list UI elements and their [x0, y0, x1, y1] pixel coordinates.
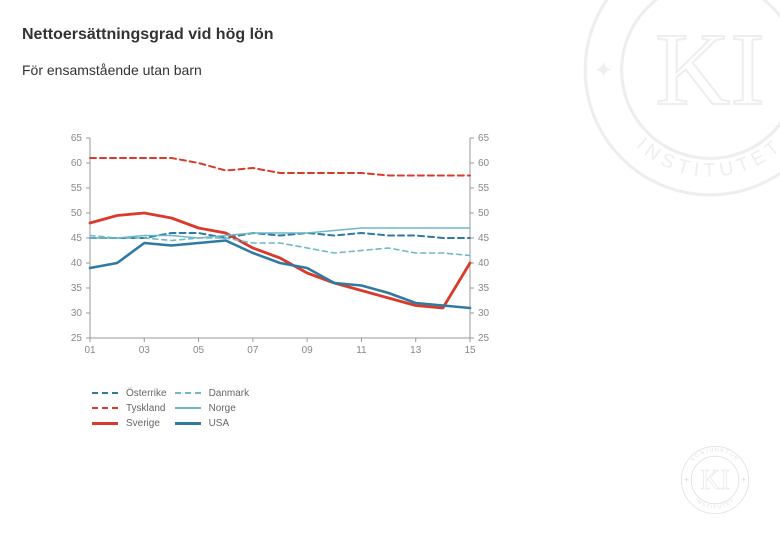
legend-label: Sverige [126, 417, 173, 430]
svg-text:15: 15 [464, 345, 476, 356]
svg-text:40: 40 [478, 258, 490, 269]
svg-text:50: 50 [478, 208, 490, 219]
legend-label: Danmark [209, 387, 256, 400]
svg-text:30: 30 [71, 308, 83, 319]
svg-text:25: 25 [478, 333, 490, 344]
legend-label: USA [209, 417, 256, 430]
legend-swatch [92, 407, 118, 409]
svg-text:01: 01 [84, 345, 96, 356]
chart-legend: Österrike Danmark Tyskland Norge Sverige USA [90, 385, 257, 432]
ki-seal-logo: KIKONJUNKTURINSTITUTET✦✦ [680, 445, 750, 520]
svg-text:KONJUNKTUR: KONJUNKTUR [690, 447, 740, 463]
svg-text:KI: KI [700, 465, 730, 496]
legend-label: Österrike [126, 387, 173, 400]
legend-label: Tyskland [126, 402, 173, 415]
svg-text:50: 50 [71, 208, 83, 219]
svg-text:55: 55 [478, 183, 490, 194]
legend-swatch [175, 407, 201, 409]
svg-text:65: 65 [478, 133, 490, 144]
chart-svg: 25 25 30 30 35 35 40 40 45 45 50 50 55 55 60 60 65 65 01 03… [60, 130, 500, 360]
svg-text:✦: ✦ [741, 477, 746, 484]
svg-text:40: 40 [71, 258, 83, 269]
legend-swatch [175, 392, 201, 394]
svg-text:KONJUNKTUR: KONJUNKTUR [616, 0, 780, 5]
svg-text:35: 35 [71, 283, 83, 294]
page-subtitle: För ensamstående utan barn [22, 62, 202, 78]
svg-text:11: 11 [356, 345, 367, 356]
svg-text:30: 30 [478, 308, 490, 319]
svg-text:45: 45 [478, 233, 490, 244]
legend-swatch [92, 392, 118, 394]
svg-text:05: 05 [193, 345, 205, 356]
svg-text:60: 60 [71, 158, 83, 169]
legend-swatch [92, 422, 118, 425]
svg-text:60: 60 [478, 158, 490, 169]
svg-text:✦: ✦ [684, 477, 689, 484]
svg-text:KI: KI [655, 12, 765, 127]
ki-seal-watermark: KIKONJUNKTURINSTITUTET✦✦ [580, 0, 780, 205]
svg-text:65: 65 [71, 133, 83, 144]
svg-text:09: 09 [302, 345, 314, 356]
legend-swatch [175, 422, 201, 425]
legend-label: Norge [209, 402, 256, 415]
svg-text:25: 25 [71, 333, 83, 344]
svg-text:07: 07 [247, 345, 259, 356]
svg-text:03: 03 [139, 345, 151, 356]
svg-text:45: 45 [71, 233, 83, 244]
svg-text:35: 35 [478, 283, 490, 294]
line-chart: 25 25 30 30 35 35 40 40 45 45 50 50 55 55 60 60 65 65 01 03… [60, 130, 500, 365]
page-title: Nettoersättningsgrad vid hög lön [22, 26, 274, 44]
svg-text:✦: ✦ [594, 57, 614, 83]
svg-text:55: 55 [71, 183, 83, 194]
svg-text:13: 13 [410, 345, 422, 356]
